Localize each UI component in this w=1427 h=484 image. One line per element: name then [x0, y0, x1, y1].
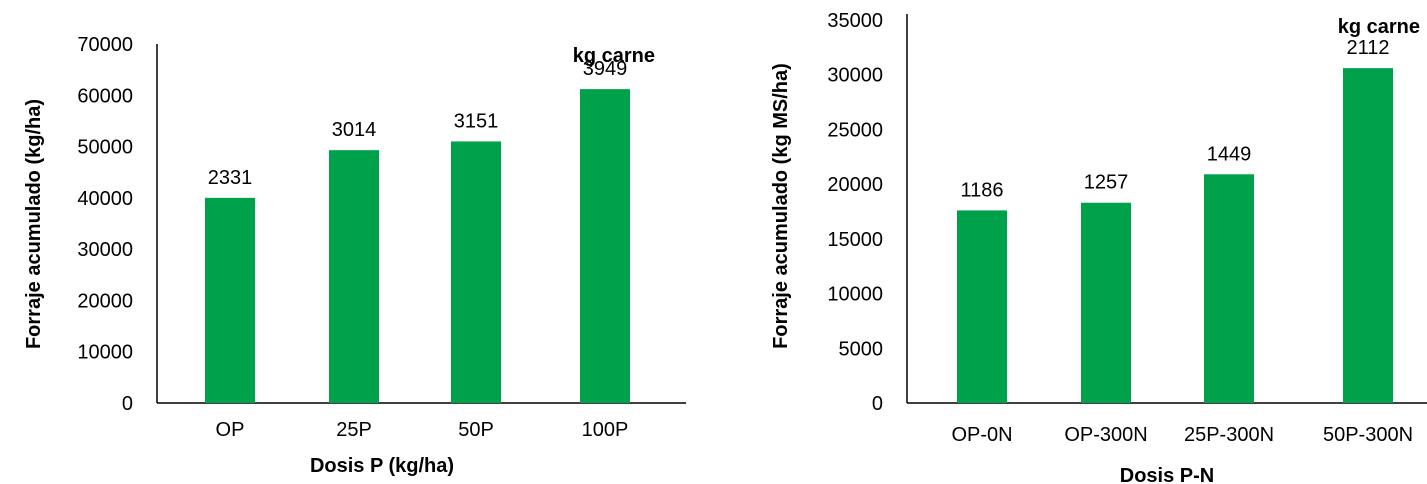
right-bar-2	[1204, 174, 1254, 403]
right-y-tick-5: 25000	[827, 119, 883, 141]
left-x-tick-labels: OP 25P 50P 100P	[216, 419, 629, 441]
right-bar-0	[957, 210, 1007, 403]
left-y-tick-2: 20000	[77, 290, 133, 312]
left-y-tick-7: 70000	[77, 34, 133, 56]
right-x-tick-2: 25P-300N	[1184, 424, 1274, 446]
left-y-tick-3: 30000	[77, 239, 133, 261]
right-y-tick-3: 15000	[827, 229, 883, 251]
left-bar-3	[580, 89, 630, 403]
left-data-label-1: 3014	[332, 119, 377, 141]
left-bars	[205, 89, 630, 403]
left-bar-2	[451, 141, 501, 403]
right-data-label-0: 1186	[960, 179, 1003, 201]
left-y-tick-6: 60000	[77, 85, 133, 107]
left-y-tick-labels: 0 10000 20000 30000 40000 50000 60000 70000	[77, 34, 133, 415]
left-annotation: kg carne	[573, 45, 655, 67]
left-y-tick-0: 0	[122, 393, 133, 415]
left-y-tick-4: 40000	[77, 188, 133, 210]
right-y-tick-7: 35000	[827, 10, 883, 32]
left-bar-1	[329, 150, 379, 403]
chart-left: 0 10000 20000 30000 40000 50000 60000 70000 OP 2…	[23, 34, 686, 477]
right-data-labels: 1186 1257 1449 2112	[960, 37, 1389, 201]
left-x-tick-2: 50P	[458, 419, 494, 441]
right-x-tick-labels: OP-0N OP-300N 25P-300N 50P-300N	[951, 424, 1413, 446]
left-y-tick-5: 50000	[77, 137, 133, 159]
right-y-tick-1: 5000	[839, 338, 884, 360]
right-data-label-2: 1449	[1207, 143, 1252, 165]
right-x-tick-3: 50P-300N	[1323, 424, 1413, 446]
right-data-label-1: 1257	[1084, 172, 1129, 194]
right-y-tick-4: 20000	[827, 174, 883, 196]
left-x-tick-3: 100P	[582, 419, 629, 441]
left-y-axis-title: Forraje acumulado (kg/ha)	[23, 99, 45, 349]
chart-right: 0 5000 10000 15000 20000 25000 30000 35000 OP-0…	[770, 10, 1427, 484]
right-x-axis-title: Dosis P-N	[1120, 465, 1214, 484]
right-annotation: kg carne	[1338, 16, 1420, 38]
right-y-tick-labels: 0 5000 10000 15000 20000 25000 30000 35000	[827, 10, 883, 415]
right-y-tick-0: 0	[872, 393, 883, 415]
left-bar-0	[205, 197, 255, 403]
right-bar-1	[1081, 202, 1131, 403]
right-x-tick-1: OP-300N	[1064, 424, 1147, 446]
left-data-label-3: 3949	[583, 58, 628, 80]
left-data-label-2: 3151	[454, 110, 499, 132]
right-bars	[957, 68, 1393, 404]
right-y-tick-6: 30000	[827, 65, 883, 87]
left-x-tick-0: OP	[216, 419, 245, 441]
left-x-tick-1: 25P	[336, 419, 372, 441]
left-y-tick-1: 10000	[77, 342, 133, 364]
left-data-labels: 2331 3014 3151 3949	[208, 58, 628, 189]
right-y-tick-2: 10000	[827, 284, 883, 306]
right-x-tick-0: OP-0N	[951, 424, 1012, 446]
left-data-label-0: 2331	[208, 167, 253, 189]
right-data-label-3: 2112	[1346, 37, 1389, 59]
left-x-axis-title: Dosis P (kg/ha)	[310, 455, 454, 477]
right-y-axis-title: Forraje acumulado (kg MS/ha)	[770, 63, 792, 349]
right-bar-3	[1343, 68, 1393, 404]
